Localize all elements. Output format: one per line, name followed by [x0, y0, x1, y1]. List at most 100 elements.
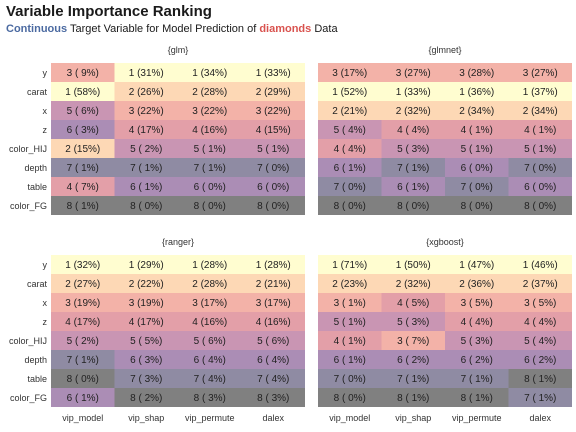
cell-label: 4 ( 4%): [524, 317, 556, 328]
cell-label: 2 (29%): [256, 87, 291, 98]
column-label: vip_permute: [185, 413, 235, 423]
cell-label: 6 ( 3%): [130, 355, 162, 366]
heatmap-cell: [114, 388, 178, 407]
row-label: table: [27, 182, 47, 192]
cell-label: 8 ( 1%): [397, 393, 429, 404]
heatmap-cell: [114, 63, 178, 82]
heatmap-cell: [241, 388, 305, 407]
heatmap-cell: [445, 388, 509, 407]
heatmap-cell: [508, 388, 572, 407]
heatmap-cell: [508, 312, 572, 331]
heatmap-cell: [318, 82, 382, 101]
cell-label: 4 (17%): [129, 317, 164, 328]
heatmap-cell: [241, 158, 305, 177]
heatmap-cell: [241, 196, 305, 215]
facet-label: {xgboost}: [426, 237, 464, 247]
cell-label: 4 (16%): [256, 317, 291, 328]
heatmap-cell: [445, 255, 509, 274]
row-label: depth: [24, 163, 47, 173]
cell-label: 1 (34%): [192, 68, 227, 79]
cell-label: 7 ( 3%): [130, 374, 162, 385]
cell-label: 7 ( 1%): [461, 374, 493, 385]
heatmap-cell: [445, 369, 509, 388]
heatmap-cell: [445, 350, 509, 369]
subtitle-dataset: diamonds: [259, 23, 312, 35]
cell-label: 2 (34%): [459, 106, 494, 117]
cell-label: 4 (15%): [256, 125, 291, 136]
cell-label: 3 (17%): [332, 68, 367, 79]
heatmap-cell: [51, 369, 115, 388]
heatmap-cell: [178, 120, 242, 139]
heatmap-cell: [114, 120, 178, 139]
cell-label: 5 ( 2%): [130, 144, 162, 155]
cell-label: 4 ( 7%): [67, 182, 99, 193]
heatmap-cell: [381, 63, 445, 82]
cell-label: 8 ( 0%): [397, 201, 429, 212]
heatmap-cell: [381, 82, 445, 101]
heatmap-cell: [508, 139, 572, 158]
cell-label: 1 (37%): [523, 87, 558, 98]
cell-label: 2 (22%): [129, 279, 164, 290]
heatmap-cell: [508, 63, 572, 82]
heatmap-cell: [241, 101, 305, 120]
heatmap-cell: [114, 293, 178, 312]
cell-label: 8 ( 1%): [67, 201, 99, 212]
heatmap-cell: [114, 196, 178, 215]
heatmap-cell: [241, 63, 305, 82]
cell-label: 2 (21%): [256, 279, 291, 290]
cell-label: 7 ( 1%): [397, 163, 429, 174]
heatmap-cell: [381, 255, 445, 274]
cell-label: 2 (27%): [65, 279, 100, 290]
cell-label: 1 (33%): [256, 68, 291, 79]
heatmap-cell: [241, 293, 305, 312]
heatmap-cell: [508, 120, 572, 139]
cell-label: 5 ( 4%): [524, 336, 556, 347]
cell-label: 8 ( 0%): [334, 393, 366, 404]
heatmap-cell: [445, 177, 509, 196]
heatmap-cell: [381, 139, 445, 158]
chart-title: Variable Importance Ranking: [6, 3, 212, 20]
heatmap-cell: [445, 82, 509, 101]
heatmap-cell: [381, 312, 445, 331]
cell-label: 2 (28%): [192, 87, 227, 98]
cell-label: 8 ( 3%): [257, 393, 289, 404]
heatmap-cell: [318, 177, 382, 196]
heatmap-cell: [178, 63, 242, 82]
cell-label: 1 (28%): [192, 260, 227, 271]
cell-label: 6 ( 3%): [67, 125, 99, 136]
cell-label: 1 (36%): [459, 87, 494, 98]
cell-label: 8 ( 0%): [524, 201, 556, 212]
column-label: dalex: [262, 413, 284, 423]
heatmap-cell: [114, 312, 178, 331]
cell-label: 4 ( 4%): [461, 317, 493, 328]
cell-label: 7 ( 0%): [334, 182, 366, 193]
cell-label: 2 (37%): [523, 279, 558, 290]
heatmap-cell: [51, 293, 115, 312]
column-label: dalex: [529, 413, 551, 423]
heatmap-cell: [318, 158, 382, 177]
cell-label: 4 ( 1%): [524, 125, 556, 136]
heatmap-cell: [318, 63, 382, 82]
heatmap-cell: [445, 331, 509, 350]
cell-label: 4 ( 4%): [397, 125, 429, 136]
heatmap-cell: [241, 350, 305, 369]
cell-label: 1 (71%): [332, 260, 367, 271]
heatmap-cell: [114, 255, 178, 274]
subtitle-middle: Target Variable for Model Prediction of: [67, 23, 260, 35]
heatmap-cell: [51, 63, 115, 82]
cell-label: 2 (32%): [396, 106, 431, 117]
cell-label: 6 ( 1%): [334, 163, 366, 174]
cell-label: 2 (23%): [332, 279, 367, 290]
heatmap-cell: [51, 331, 115, 350]
cell-label: 8 ( 0%): [130, 201, 162, 212]
cell-label: 1 (29%): [129, 260, 164, 271]
heatmap-cell: [318, 120, 382, 139]
heatmap-cell: [381, 158, 445, 177]
cell-label: 3 (28%): [459, 68, 494, 79]
facet-label: {glmnet}: [428, 45, 461, 55]
cell-label: 4 (17%): [65, 317, 100, 328]
heatmap-cell: [508, 255, 572, 274]
cell-label: 5 ( 1%): [461, 144, 493, 155]
heatmap-cell: [51, 158, 115, 177]
heatmap-cell: [114, 369, 178, 388]
